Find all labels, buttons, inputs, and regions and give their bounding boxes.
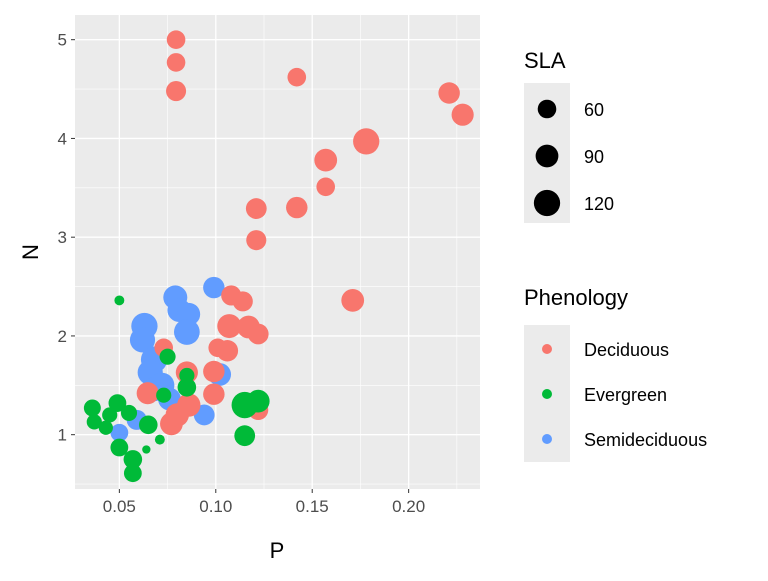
x-tick-label: 0.15 xyxy=(296,497,329,516)
x-tick-label: 0.10 xyxy=(199,497,232,516)
point-evergreen xyxy=(114,295,125,306)
point-semideciduous xyxy=(110,423,129,442)
point-evergreen xyxy=(86,414,102,430)
point-evergreen xyxy=(142,445,151,454)
point-deciduous xyxy=(314,148,338,172)
size-legend-label: 120 xyxy=(584,194,614,214)
point-evergreen xyxy=(138,415,158,435)
point-evergreen xyxy=(108,394,127,412)
point-deciduous xyxy=(165,403,189,427)
point-semideciduous xyxy=(129,327,156,353)
point-deciduous xyxy=(247,323,269,345)
point-deciduous xyxy=(287,67,307,87)
size-legend-label: 60 xyxy=(584,100,604,120)
point-deciduous xyxy=(246,230,267,251)
y-tick-label: 3 xyxy=(58,228,67,247)
point-deciduous xyxy=(166,30,186,49)
point-evergreen xyxy=(110,438,129,457)
point-deciduous xyxy=(203,383,225,405)
point-deciduous xyxy=(166,80,187,102)
point-deciduous xyxy=(166,53,186,72)
panel-background xyxy=(75,15,480,489)
point-evergreen xyxy=(120,404,138,422)
color-legend-label: Semideciduous xyxy=(584,430,707,450)
point-evergreen xyxy=(246,389,270,413)
point-deciduous xyxy=(286,196,308,219)
point-semideciduous xyxy=(203,276,225,299)
point-evergreen xyxy=(98,420,113,435)
point-deciduous xyxy=(451,103,474,126)
point-evergreen xyxy=(83,399,101,417)
point-deciduous xyxy=(208,338,228,358)
point-semideciduous xyxy=(173,319,200,345)
y-tick-label: 4 xyxy=(58,129,67,148)
color-legend-label: Deciduous xyxy=(584,340,669,360)
color-legend-key xyxy=(542,344,552,354)
point-deciduous xyxy=(136,382,159,405)
color-legend-key xyxy=(542,434,552,444)
y-tick-label: 5 xyxy=(58,31,67,50)
size-legend-key xyxy=(535,144,559,168)
point-deciduous xyxy=(245,198,267,219)
point-evergreen xyxy=(102,407,118,423)
point-deciduous xyxy=(341,289,365,312)
color-legend-key xyxy=(542,389,552,399)
point-deciduous xyxy=(217,314,242,339)
point-evergreen xyxy=(159,348,176,365)
point-evergreen xyxy=(156,387,172,403)
point-deciduous xyxy=(316,177,336,197)
point-evergreen xyxy=(154,434,165,445)
color-legend-label: Evergreen xyxy=(584,385,667,405)
x-axis-label: P xyxy=(270,538,285,563)
point-evergreen xyxy=(123,464,142,483)
size-legend-title: SLA xyxy=(524,48,566,73)
color-legend-title: Phenology xyxy=(524,285,628,310)
size-legend-label: 90 xyxy=(584,147,604,167)
x-tick-label: 0.05 xyxy=(103,497,136,516)
point-deciduous xyxy=(438,82,460,104)
point-deciduous xyxy=(232,291,253,312)
point-evergreen xyxy=(234,425,256,447)
size-legend-key xyxy=(533,189,561,217)
point-deciduous xyxy=(353,128,380,155)
x-tick-label: 0.20 xyxy=(392,497,425,516)
size-legend-key xyxy=(537,99,557,119)
point-deciduous xyxy=(203,360,225,383)
y-axis-label: N xyxy=(18,244,43,260)
y-tick-label: 1 xyxy=(58,426,67,445)
y-tick-label: 2 xyxy=(58,327,67,346)
point-evergreen xyxy=(123,450,143,469)
point-evergreen xyxy=(177,377,197,397)
